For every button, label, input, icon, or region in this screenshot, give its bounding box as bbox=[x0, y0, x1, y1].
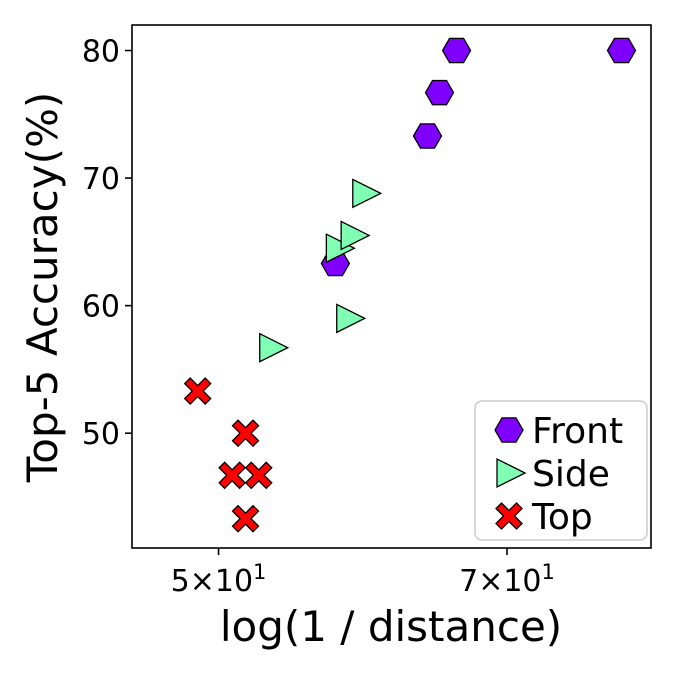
x-tick-label: 7×101 bbox=[459, 560, 555, 599]
x-axis-label: log(1 / distance) bbox=[220, 602, 562, 651]
y-tick-label: 50 bbox=[82, 417, 120, 452]
legend-marker-front bbox=[494, 417, 524, 443]
data-point-front bbox=[412, 123, 443, 149]
data-point-side bbox=[325, 233, 356, 264]
plot-frame bbox=[131, 24, 652, 549]
data-points bbox=[183, 37, 637, 533]
data-point-top bbox=[183, 377, 212, 406]
data-point-side bbox=[352, 178, 383, 209]
x-tick-label-base: 7×10 bbox=[459, 564, 541, 599]
data-point-top bbox=[218, 461, 247, 490]
legend-label-front: Front bbox=[532, 411, 623, 452]
y-tick-label: 80 bbox=[82, 35, 120, 70]
data-point-front bbox=[424, 79, 455, 106]
data-point-side bbox=[336, 303, 367, 334]
data-point-side bbox=[259, 332, 290, 363]
x-tick-label-base: 5×10 bbox=[171, 564, 253, 599]
data-point-top bbox=[231, 419, 260, 448]
data-point-front bbox=[606, 37, 637, 64]
x-tick-label-exponent: 1 bbox=[542, 560, 555, 584]
x-tick-label-exponent: 1 bbox=[253, 560, 266, 584]
legend-label-side: Side bbox=[532, 454, 610, 495]
data-point-top bbox=[231, 504, 260, 533]
x-tick-label: 5×101 bbox=[171, 560, 267, 599]
data-point-top bbox=[244, 461, 273, 490]
legend-label-top: Top bbox=[531, 497, 593, 538]
y-tick-label: 70 bbox=[82, 162, 120, 197]
y-tick-label: 60 bbox=[82, 290, 120, 325]
data-point-side bbox=[340, 220, 371, 251]
legend-marker-side bbox=[496, 457, 527, 489]
legend-marker-top bbox=[495, 502, 523, 530]
data-point-front bbox=[441, 37, 472, 64]
y-axis-label: Top-5 Accuracy(%) bbox=[18, 92, 67, 484]
